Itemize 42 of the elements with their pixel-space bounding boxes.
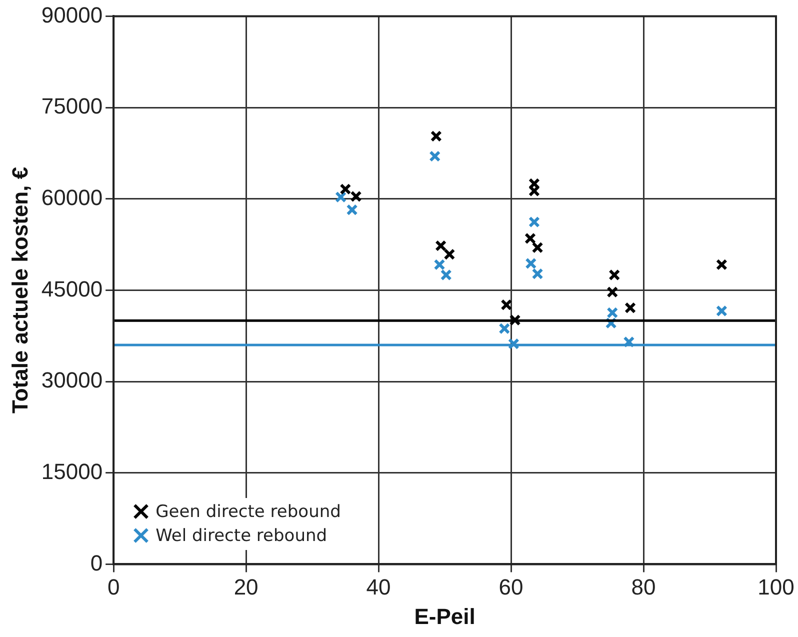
point [532,268,544,280]
x-tick-label: 20 [234,574,258,600]
point [528,216,540,228]
point [608,269,620,281]
y-tick-label: 90000 [41,2,103,28]
x-tick-label: 40 [366,574,391,600]
y-axis-title: Totale actuele kosten, € [7,166,32,414]
x-axis-title: E-Peil [414,604,476,629]
point [624,302,636,314]
point [524,232,536,244]
point [509,314,521,326]
point [430,130,442,142]
point [532,242,544,254]
point [716,305,728,317]
x-tick-label: 60 [498,574,524,600]
legend-label: Wel directe rebound [156,526,328,546]
y-tick-label: 15000 [41,458,103,484]
point [498,322,510,334]
point [606,286,618,298]
x-tick-label: 0 [107,574,120,600]
point [716,258,728,270]
point [500,299,512,311]
point [429,150,441,162]
point [623,336,635,348]
point [435,240,447,252]
point [434,258,446,270]
y-tick-label: 45000 [41,276,103,302]
x-tick-label: 80 [631,574,656,600]
x-tick-label: 100 [758,574,794,600]
legend-label: Geen directe rebound [156,502,341,522]
point [335,191,347,203]
point [508,338,520,350]
y-tick-label: 60000 [41,184,103,210]
point [340,183,352,195]
point [444,248,456,260]
point [350,190,362,202]
point [346,204,358,216]
y-tick-label: 30000 [41,368,103,393]
point [525,258,537,270]
y-tick-label: 0 [90,550,103,576]
point [440,269,452,281]
y-tick-label: 75000 [41,94,103,119]
